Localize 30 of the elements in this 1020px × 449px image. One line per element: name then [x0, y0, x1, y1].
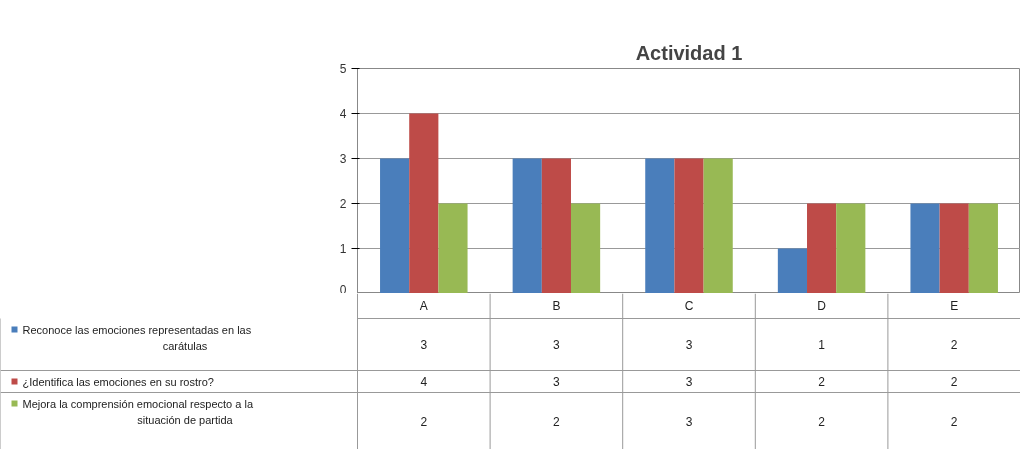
x-tick-label: A: [419, 299, 428, 313]
data-label: 2: [950, 375, 958, 389]
y-tick-label: 0: [339, 282, 347, 297]
x-tick-label: E: [950, 299, 959, 313]
data-label: 2: [553, 414, 561, 429]
data-label: 2: [950, 338, 958, 352]
legend-label: ¿Identifica las emociones en su rostro?: [22, 375, 214, 388]
data-label: 3: [553, 338, 561, 352]
data-label: 2: [818, 414, 826, 429]
x-tick-label: D: [817, 299, 827, 313]
data-label: 3: [685, 414, 693, 429]
data-label: 3: [420, 338, 428, 352]
x-tick-label: C: [684, 299, 694, 313]
y-tick-label: 5: [339, 62, 347, 76]
x-tick-label: B: [552, 299, 561, 313]
data-label: 3: [553, 375, 561, 389]
data-label: 2: [950, 414, 958, 429]
y-tick-label: 3: [339, 152, 347, 166]
data-label: 3: [685, 375, 693, 389]
legend-label: Mejora la comprensión emocional respecto a la situación de partida: [22, 397, 254, 426]
chart-title: Actividad 1: [635, 41, 743, 64]
y-tick-label: 4: [339, 107, 347, 121]
data-label: 4: [420, 375, 428, 389]
legend-label: Reconoce las emociones representadas en las carátulas: [22, 323, 252, 352]
data-label: 2: [818, 375, 826, 389]
data-label: 3: [685, 338, 693, 352]
data-label: 2: [420, 414, 428, 429]
data-label: 1: [818, 338, 826, 352]
y-tick-label: 1: [339, 242, 347, 256]
y-tick-label: 2: [339, 197, 347, 211]
